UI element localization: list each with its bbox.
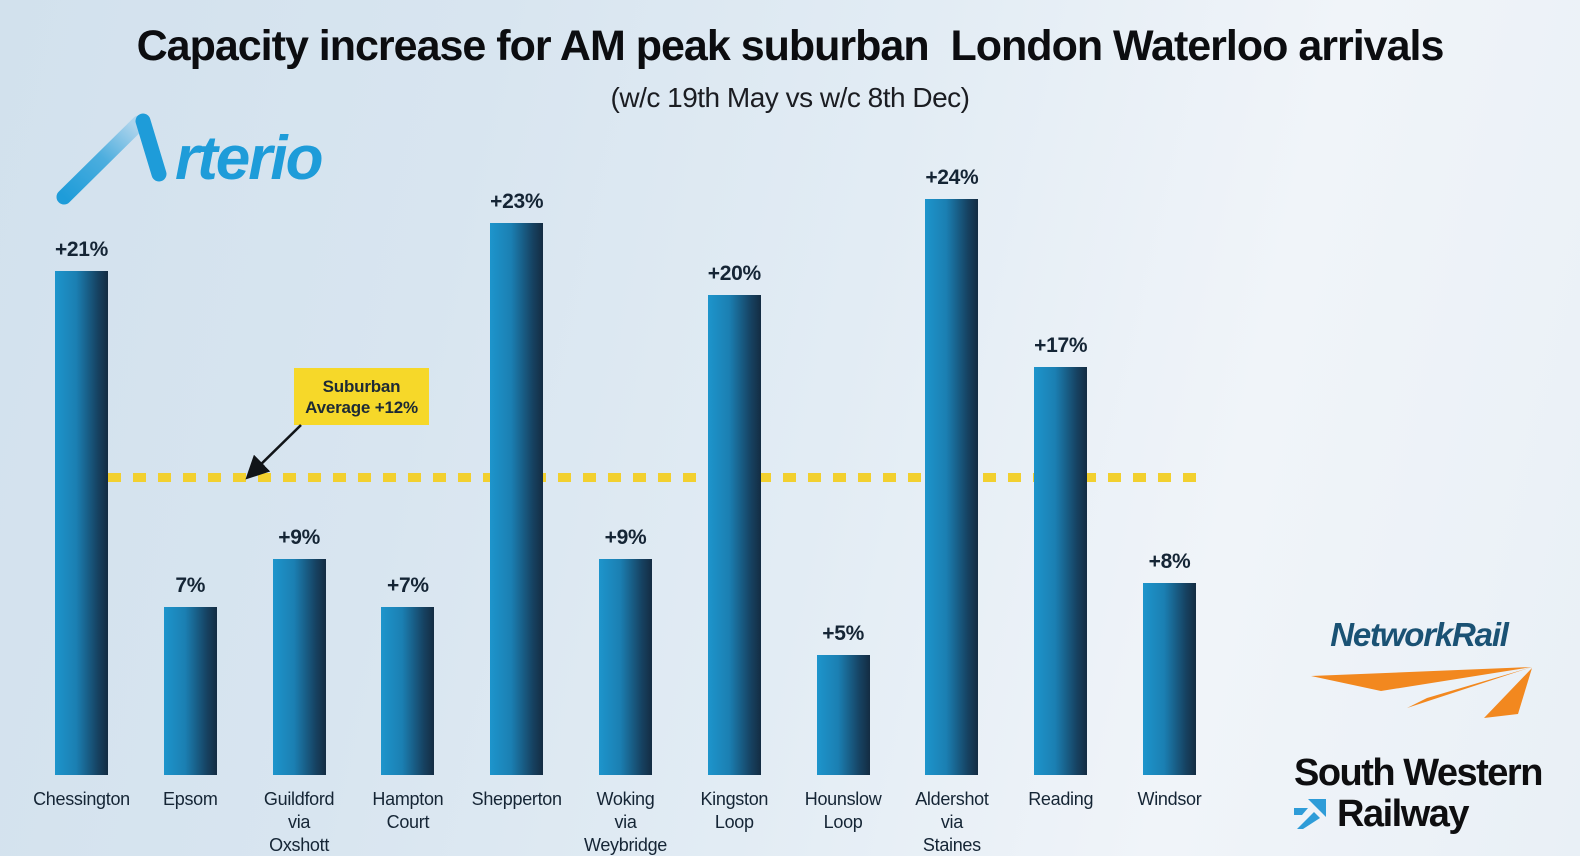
bar-category-label-shepperton: Shepperton (471, 789, 562, 809)
arterio-logo: rterio (56, 113, 324, 205)
callout-arrow-icon (245, 424, 302, 480)
arterio-a-glyph (56, 113, 167, 205)
bar-aldershot-via-staines (925, 199, 979, 775)
bar-hampton-court (381, 607, 435, 775)
chart-title: Capacity increase for AM peak suburban L… (136, 22, 1445, 70)
south-western-railway-logo: South Western Railway (1294, 752, 1554, 834)
bar-category-label-windsor: Windsor (1137, 789, 1202, 809)
bar-category-label-hampton-court: Hampton Court (372, 789, 444, 832)
bar-value-label-woking-via-weybridge: +9% (604, 526, 647, 549)
arterio-wordmark: rterio (175, 124, 322, 193)
bar-value-label-hounslow-loop: +5% (822, 622, 864, 645)
average-callout-box: Suburban Average +12% (294, 368, 429, 425)
bar-value-label-aldershot-via-staines: +24% (925, 166, 979, 189)
bar-category-label-chessington: Chessington (33, 789, 130, 809)
bar-value-label-guildford-via-oxshott: +9% (278, 526, 320, 549)
bar-epsom (163, 607, 217, 775)
swr-wordmark-line1: South Western (1294, 752, 1543, 794)
callout-line2: Average +12% (305, 397, 418, 417)
network-rail-wordmark: NetworkRail (1330, 616, 1509, 653)
network-rail-track-swoosh-icon (1311, 667, 1532, 718)
bar-value-label-kingston-loop: +20% (707, 262, 761, 285)
bar-kingston-loop (707, 295, 761, 775)
callout-line1: Suburban (322, 376, 401, 396)
bar-value-label-chessington: +21% (54, 238, 109, 261)
swr-wordmark-line2: Railway (1337, 793, 1470, 835)
bar-category-label-aldershot-via-staines: Aldershot via Staines (915, 789, 989, 855)
bar-value-label-windsor: +8% (1148, 550, 1191, 573)
bar-hounslow-loop (816, 655, 870, 775)
chart-subtitle: (w/c 19th May vs w/c 8th Dec) (610, 82, 970, 113)
bar-category-label-epsom: Epsom (163, 789, 218, 809)
bar-category-label-hounslow-loop: Hounslow Loop (804, 789, 882, 832)
bar-woking-via-weybridge (599, 559, 652, 775)
suburban-average-dashed-line (108, 473, 1206, 482)
network-rail-logo: NetworkRail (1299, 616, 1539, 719)
bar-category-label-reading: Reading (1028, 789, 1094, 809)
bar-windsor (1143, 583, 1196, 775)
bar-value-label-shepperton: +23% (490, 190, 544, 213)
bar-reading (1034, 367, 1088, 775)
bar-guildford-via-oxshott (272, 559, 326, 775)
bar-value-label-hampton-court: +7% (387, 574, 429, 597)
bar-chessington (55, 271, 108, 775)
bar-category-label-woking-via-weybridge: Woking via Weybridge (583, 789, 667, 855)
bar-shepperton (490, 223, 544, 775)
bar-value-label-epsom: 7% (175, 574, 206, 597)
bar-category-label-kingston-loop: Kingston Loop (700, 789, 769, 832)
bar-category-label-guildford-via-oxshott: Guildford via Oxshott (263, 789, 335, 855)
bar-value-label-reading: +17% (1034, 334, 1088, 357)
swr-arrow-icon (1294, 799, 1326, 829)
